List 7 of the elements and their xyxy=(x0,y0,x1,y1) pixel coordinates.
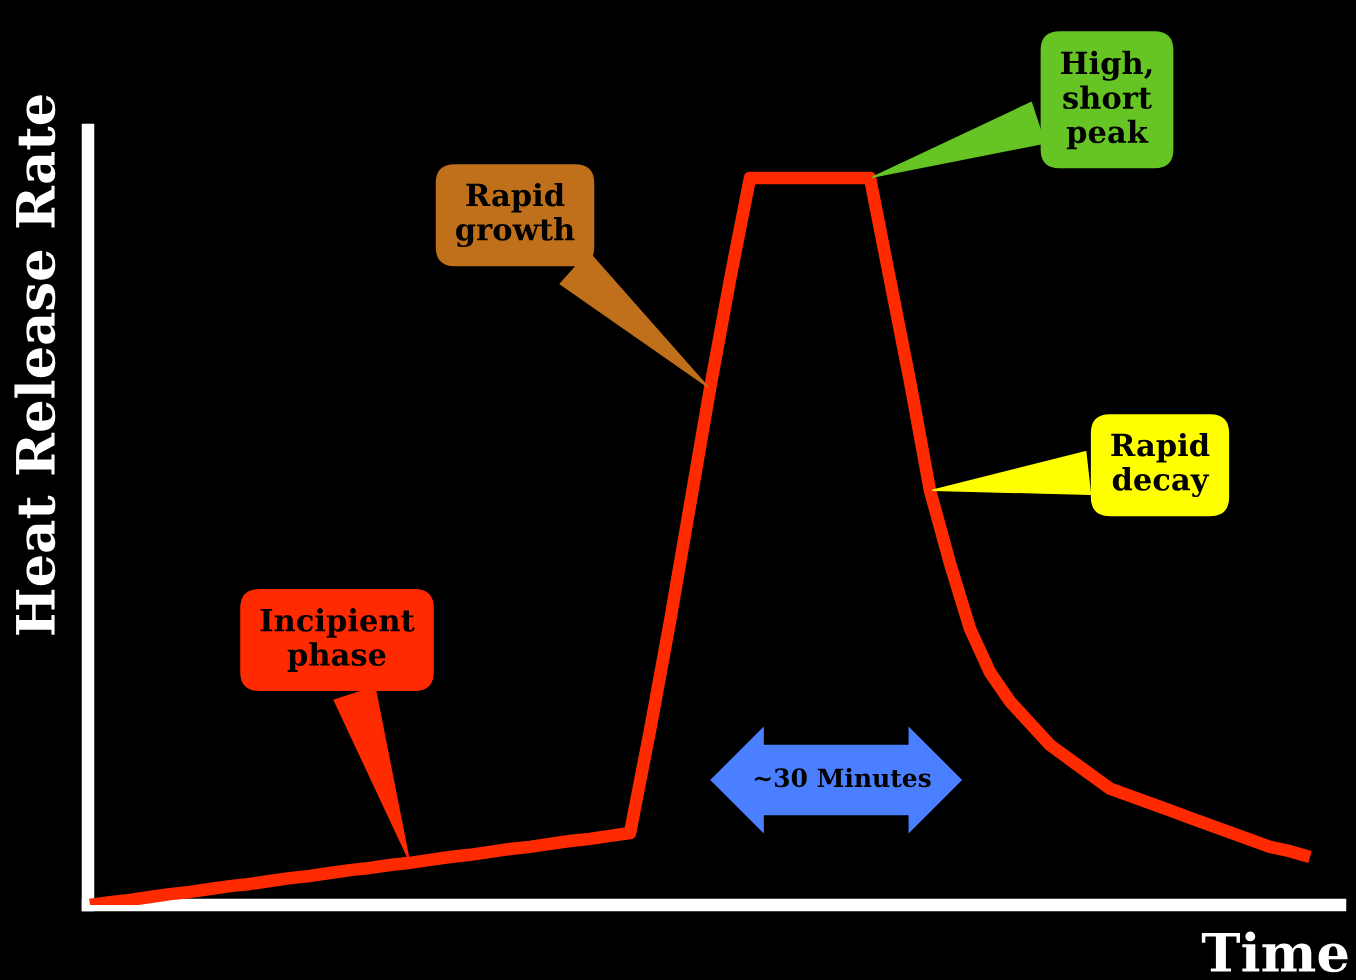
annotation: Rapid decay xyxy=(1111,432,1210,498)
annotation: ~30 Minutes xyxy=(754,767,931,788)
x-axis-title: Time xyxy=(1201,931,1348,973)
annotation: Rapid growth xyxy=(456,182,575,248)
annotation: Incipient phase xyxy=(260,608,415,672)
text: High, short peak xyxy=(1061,50,1152,150)
y-axis-title: Heat Release Rate xyxy=(14,95,56,635)
